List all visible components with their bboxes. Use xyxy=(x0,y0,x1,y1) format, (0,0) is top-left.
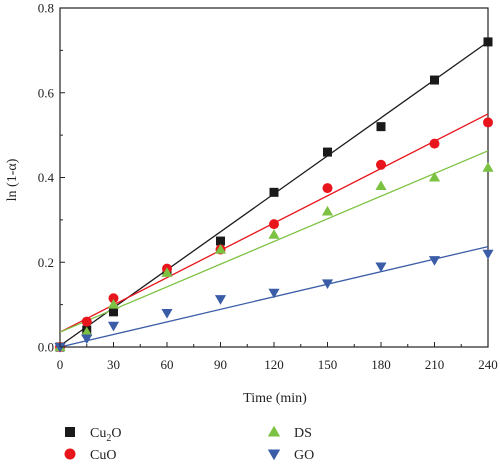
y-axis-label: ln (1-α) xyxy=(5,158,20,201)
x-tick-label: 120 xyxy=(264,357,284,372)
data-point-go xyxy=(81,334,93,345)
data-point-go xyxy=(54,342,66,353)
data-point-cuo xyxy=(483,117,493,128)
x-axis-label: Time (min) xyxy=(243,391,307,406)
x-tick-label: 90 xyxy=(214,357,227,372)
data-point-ds xyxy=(81,326,93,337)
data-point-go xyxy=(268,288,280,299)
data-point-ds xyxy=(482,162,494,172)
data-point-ds xyxy=(428,171,441,182)
x-tick-label: 30 xyxy=(107,357,120,372)
legend-label-ds: DS xyxy=(294,426,312,441)
x-tick-label: 60 xyxy=(161,357,174,372)
data-point-cu2o xyxy=(430,75,439,85)
data-point-ds xyxy=(214,243,227,254)
data-point-ds xyxy=(321,205,334,216)
y-tick-label: 0.6 xyxy=(38,85,55,100)
data-point-go xyxy=(375,262,387,273)
data-point-ds xyxy=(375,180,387,191)
data-point-go xyxy=(321,279,334,290)
data-point-cuo xyxy=(376,159,386,170)
x-tick-label: 210 xyxy=(425,357,445,372)
data-point-go xyxy=(107,321,120,332)
data-point-go xyxy=(161,309,173,319)
data-point-cuo xyxy=(269,219,279,230)
x-tick-label: 180 xyxy=(371,357,391,372)
data-point-cu2o xyxy=(483,37,493,47)
fit-line-ds xyxy=(59,150,489,333)
data-point-cuo xyxy=(108,293,119,304)
data-point-cuo xyxy=(322,183,333,194)
data-point-cuo xyxy=(81,316,92,327)
data-point-go xyxy=(482,249,494,260)
data-point-cu2o xyxy=(376,122,386,132)
legend-marker-ds xyxy=(267,425,281,437)
legend-marker-cuo xyxy=(64,448,76,460)
data-point-cu2o xyxy=(216,236,225,246)
legend-marker-cu2o xyxy=(65,427,75,437)
data-point-ds xyxy=(161,267,173,277)
y-tick-label: 0.4 xyxy=(38,170,55,185)
data-point-cu2o xyxy=(323,147,332,157)
data-point-cuo xyxy=(429,138,440,149)
legend-label-cu2o: Cu2O xyxy=(90,426,121,444)
legend-marker-go xyxy=(267,449,281,461)
x-tick-label: 0 xyxy=(57,357,64,372)
y-tick-label: 0.8 xyxy=(38,1,54,16)
data-point-cu2o xyxy=(269,187,279,197)
data-point-ds xyxy=(268,229,280,239)
legend-label-go: GO xyxy=(294,448,314,463)
y-tick-label: 0.2 xyxy=(38,255,54,270)
data-point-ds xyxy=(107,299,120,309)
data-point-go xyxy=(428,256,441,266)
x-tick-label: 240 xyxy=(478,357,498,372)
x-tick-label: 150 xyxy=(318,357,338,372)
legend-label-cuo: CuO xyxy=(90,448,116,463)
data-point-cu2o xyxy=(109,307,118,317)
axes: 0 30 60 90 120 150 180 210 240 0.0 0.2 0.4 0.6 0.8 xyxy=(38,1,498,373)
data-point-go xyxy=(214,295,227,305)
y-tick-label: 0.0 xyxy=(38,340,54,355)
legend: Cu2O CuO DS GO xyxy=(64,425,314,463)
